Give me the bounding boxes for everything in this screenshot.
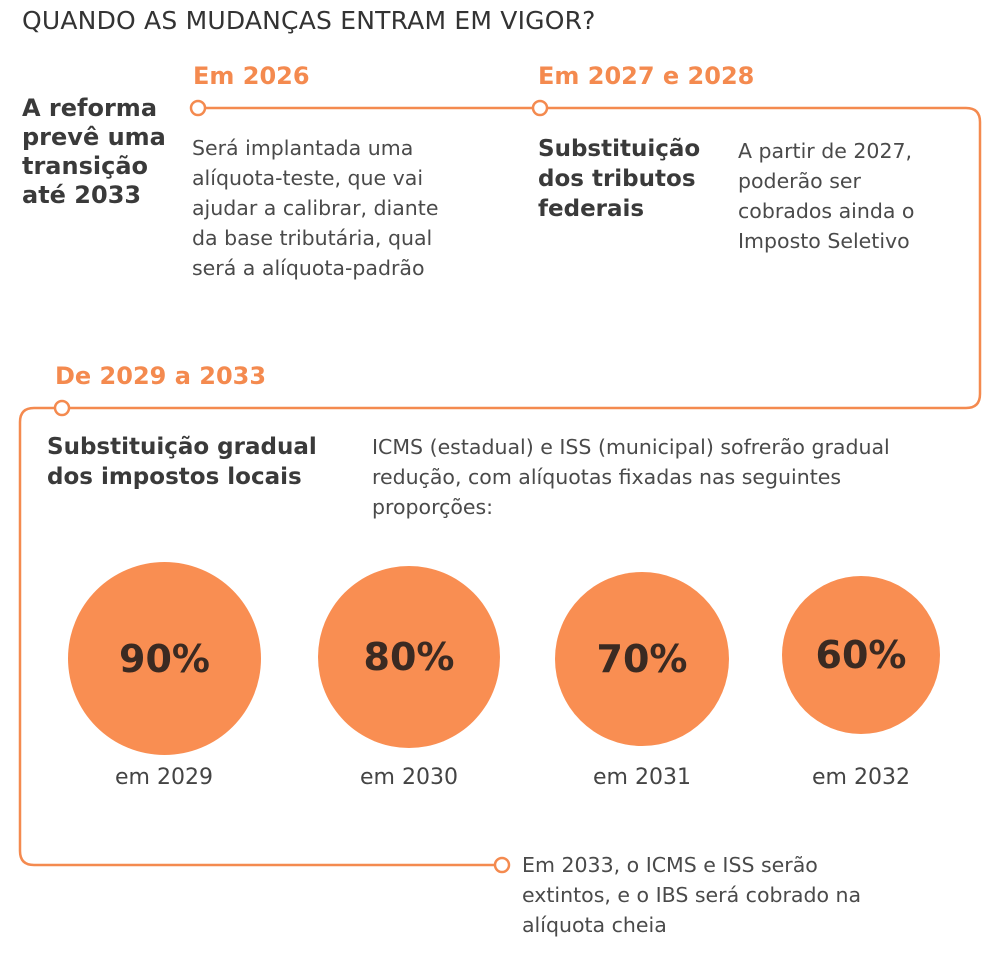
- stage-2026-year: Em 2026: [193, 62, 310, 90]
- timeline-dot-2027: [531, 99, 549, 117]
- proportion-circle-2029: 90%: [68, 562, 261, 755]
- proportion-circle-2032: 60%: [782, 576, 940, 734]
- stage-2027-description: A partir de 2027, poderão ser cobrados a…: [738, 139, 915, 253]
- timeline-dot-2026: [189, 99, 207, 117]
- stage-2029-heading: Substituição gradual dos impostos locais: [47, 434, 317, 490]
- stage-2027-heading: Substituição dos tributos federais: [538, 136, 701, 222]
- proportion-label-2032: em 2032: [812, 765, 910, 790]
- final-stage-description: Em 2033, o ICMS e ISS serão extintos, e …: [522, 853, 862, 937]
- proportion-circle-2031: 70%: [555, 572, 729, 746]
- page-title: QUANDO AS MUDANÇAS ENTRAM EM VIGOR?: [22, 6, 596, 35]
- timeline-dot-2033: [493, 856, 511, 874]
- timeline-dot-2029: [53, 399, 71, 417]
- proportion-label-2029: em 2029: [115, 765, 213, 790]
- stage-2026-description: Será implantada uma alíquota-teste, que …: [192, 136, 439, 280]
- stage-2029-description: ICMS (estadual) e ISS (municipal) sofrer…: [372, 435, 890, 519]
- stage-2027-year: Em 2027 e 2028: [538, 62, 755, 90]
- intro-text: A reforma prevê uma transição até 2033: [22, 94, 166, 209]
- proportion-label-2030: em 2030: [360, 765, 458, 790]
- stage-2029-year: De 2029 a 2033: [55, 362, 267, 390]
- proportion-circle-2030: 80%: [318, 566, 500, 748]
- proportion-label-2031: em 2031: [593, 765, 691, 790]
